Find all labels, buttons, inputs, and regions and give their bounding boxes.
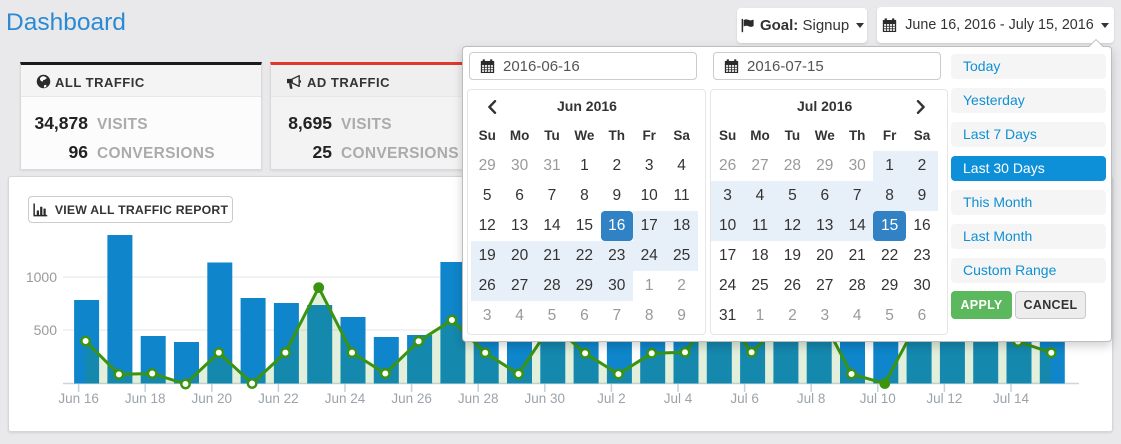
svg-text:Jun 22: Jun 22 <box>258 391 299 406</box>
svg-text:Jul 10: Jul 10 <box>860 391 896 406</box>
svg-text:Jun 30: Jun 30 <box>525 391 566 406</box>
svg-text:Jul 8: Jul 8 <box>797 391 826 406</box>
svg-text:Jul 12: Jul 12 <box>926 391 962 406</box>
svg-text:Jul 2: Jul 2 <box>597 391 626 406</box>
svg-text:Jun 18: Jun 18 <box>125 391 166 406</box>
svg-text:1000: 1000 <box>26 269 57 285</box>
svg-text:Jun 16: Jun 16 <box>58 391 99 406</box>
svg-text:Jul 4: Jul 4 <box>664 391 693 406</box>
svg-text:Jun 24: Jun 24 <box>325 391 366 406</box>
svg-text:Jun 26: Jun 26 <box>391 391 432 406</box>
svg-text:Jul 6: Jul 6 <box>730 391 759 406</box>
svg-text:Jun 28: Jun 28 <box>458 391 499 406</box>
svg-text:Jul 14: Jul 14 <box>993 391 1030 406</box>
svg-text:Jun 20: Jun 20 <box>192 391 233 406</box>
svg-text:500: 500 <box>34 322 58 338</box>
